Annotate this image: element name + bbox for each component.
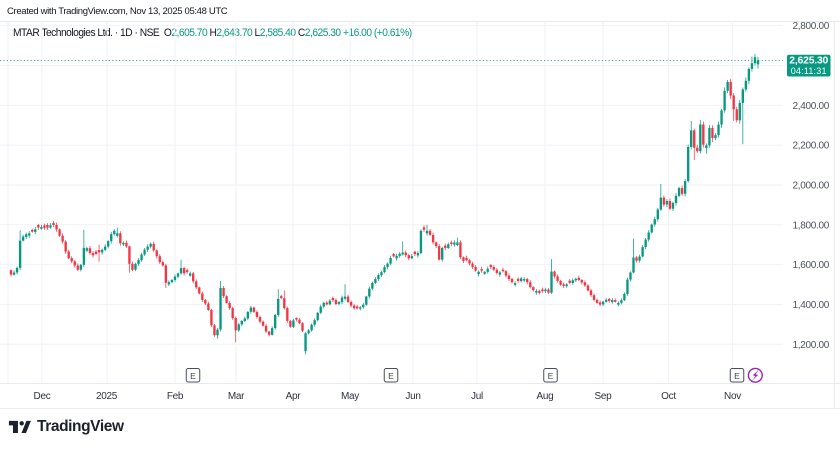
svg-text:2,000.00: 2,000.00 (793, 181, 830, 192)
svg-text:1,200.00: 1,200.00 (793, 340, 830, 351)
svg-text:Apr: Apr (286, 391, 302, 402)
svg-text:Aug: Aug (537, 391, 554, 402)
svg-text:Oct: Oct (661, 391, 676, 402)
svg-text:2,200.00: 2,200.00 (793, 141, 830, 152)
svg-text:Feb: Feb (167, 391, 184, 402)
svg-text:Sep: Sep (595, 391, 613, 402)
svg-text:1,800.00: 1,800.00 (793, 220, 830, 231)
svg-text:Dec: Dec (34, 391, 51, 402)
svg-text:2,400.00: 2,400.00 (793, 101, 830, 112)
svg-text:Nov: Nov (724, 391, 741, 402)
svg-text:E: E (734, 371, 740, 381)
svg-text:Jul: Jul (471, 391, 483, 402)
svg-text:1,600.00: 1,600.00 (793, 260, 830, 271)
svg-text:Mar: Mar (228, 391, 245, 402)
svg-text:E: E (190, 371, 196, 381)
svg-text:Jun: Jun (405, 391, 420, 402)
svg-text:E: E (388, 371, 394, 381)
svg-text:2,800.00: 2,800.00 (793, 21, 830, 32)
svg-text:2,625.30: 2,625.30 (789, 56, 828, 67)
svg-text:04:11:31: 04:11:31 (791, 66, 827, 76)
svg-text:2025: 2025 (96, 391, 118, 402)
svg-text:1,400.00: 1,400.00 (793, 300, 830, 311)
svg-text:E: E (548, 371, 554, 381)
svg-text:May: May (341, 391, 359, 402)
